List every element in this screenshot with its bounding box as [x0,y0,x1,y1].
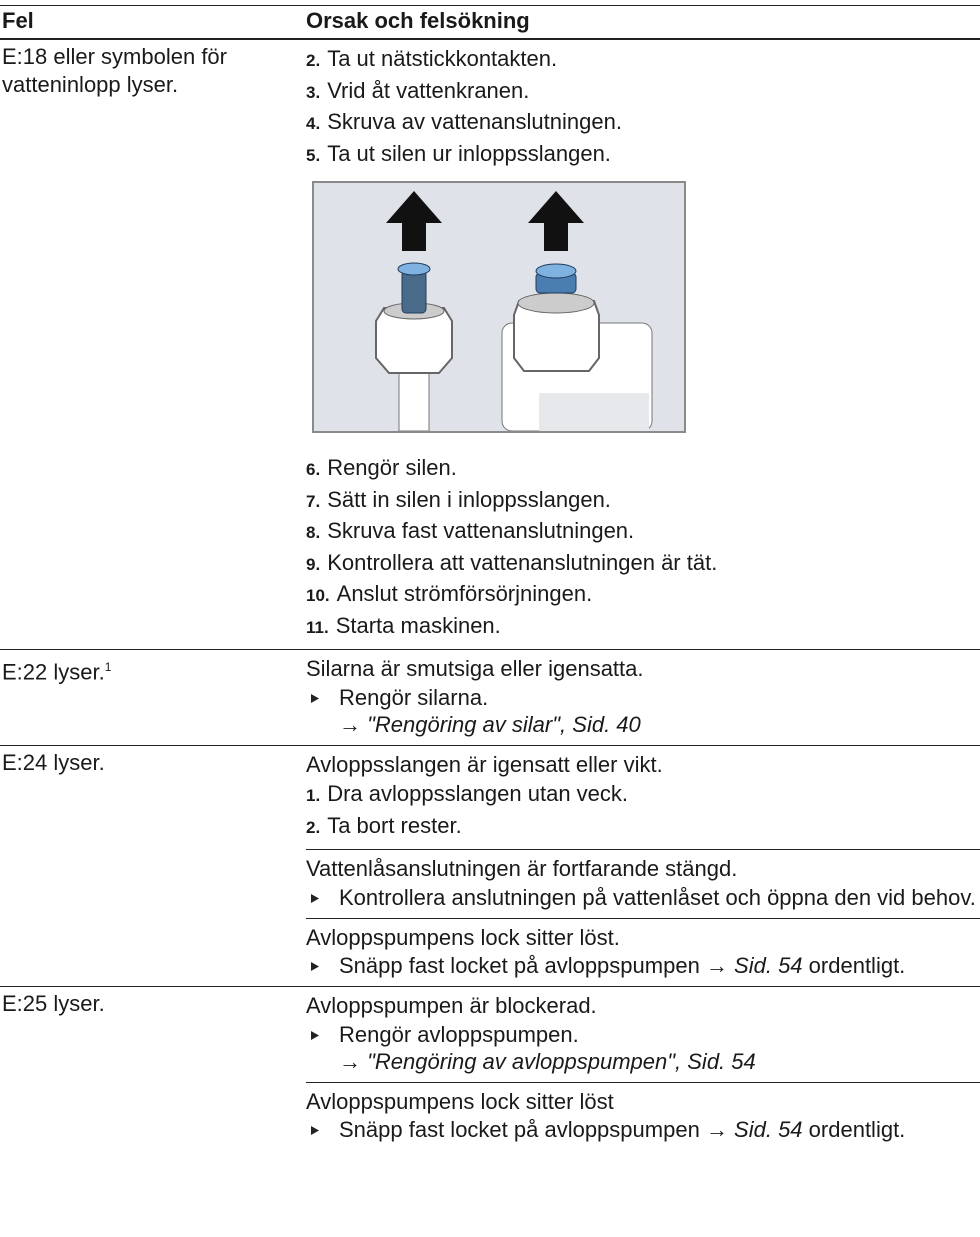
cause-cell: Silarna är smutsiga eller igensatta. Reng… [306,650,980,745]
step-number: 8. [306,523,321,542]
step-number: 2. [306,817,321,837]
table: Fel Orsak och felsökning E:18 eller symbol… [0,5,980,1150]
table-row: E:24 lyser. Avloppsslangen är igensatt el… [0,744,980,987]
step-number: 7. [306,491,321,511]
step: 2. Ta ut nätstickkontakten. [306,44,980,76]
step: 10. Anslut strömförsörjningen. [306,579,980,611]
cross-reference: → "Rengöring av silar", Sid. 40 [339,711,641,737]
table-row: E:25 lyser. Avloppspumpen är blockerad. Re… [0,986,980,1150]
step-text: Vrid åt vattenkranen. [327,77,530,103]
step-number: 1. [306,786,321,805]
cross-reference: → Sid. 54 [705,1117,803,1142]
cause: Avloppspumpens lock sitter löst. [306,924,620,950]
step-number: 9. [306,554,321,574]
cause: Avloppspumpens lock sitter löst [306,1088,614,1114]
step-text: Ta bort rester. [327,812,462,838]
cause-block: Avloppspumpen är blockerad. Rengör avlopp… [306,987,980,1082]
step: 7. Sätt in silen i inloppsslangen. [306,485,980,517]
action-text: Kontrollera anslutningen på vattenlåset … [339,884,976,910]
cause-block: 2. Ta ut nätstickkontakten. 3. Vrid åt vatt… [306,40,980,649]
step-number: 6. [306,460,321,479]
cause-cell: Avloppsslangen är igensatt eller vikt. 1.… [306,746,980,987]
action-text: Snäpp fast locket på avloppspumpen [339,953,700,978]
cause: Vattenlåsanslutningen är fortfarande stä… [306,856,738,881]
action-text: ordentligt. [808,1117,906,1142]
step-text: Starta maskinen. [335,612,501,638]
cross-reference: → "Rengöring av avloppspumpen", Sid. 54 [339,1048,756,1074]
strainer-illustration [312,181,686,433]
header-row: Fel Orsak och felsökning [0,5,980,40]
action: Kontrollera anslutningen på vattenlåset … [306,884,980,911]
footnote-mark: 1 [104,660,112,674]
cause: Avloppsslangen är igensatt eller vikt. [306,751,663,777]
cause-cell: Avloppspumpen är blockerad. Rengör avlopp… [306,987,980,1150]
step-number: 2. [306,51,321,70]
fault: E:24 lyser. [2,749,105,775]
step-text: Anslut strömförsörjningen. [336,581,593,606]
action: Snäpp fast locket på avloppspumpen → Sid… [306,1116,980,1143]
action-text: Rengör silarna. [339,684,489,710]
table-row: E:18 eller symbolen för vatteninlopp lys… [0,40,980,649]
cause-block: Vattenlåsanslutningen är fortfarande stä… [306,849,980,918]
cause-block: Avloppspumpens lock sitter löst Snäpp fas… [306,1081,980,1151]
step: 4. Skruva av vattenanslutningen. [306,107,980,139]
bullet [311,693,319,703]
step: 6. Rengör silen. [306,453,980,485]
fault-cell: E:22 lyser.1 [0,650,306,745]
step-text: Skruva fast vattenanslutningen. [327,518,635,543]
step-text: Skruva av vattenanslutningen. [327,109,622,134]
action: Rengör silarna. [306,684,980,711]
bullet [311,893,319,903]
cause-block: Avloppsslangen är igensatt eller vikt. 1.… [306,746,980,850]
step-number: 5. [306,145,321,165]
cause-block: Avloppspumpens lock sitter löst. Snäpp fa… [306,917,980,987]
step: 1. Dra avloppsslangen utan veck. [306,779,980,811]
step-text: Ta ut silen ur inloppsslangen. [327,140,611,166]
step: 8. Skruva fast vattenanslutningen. [306,516,980,548]
cause: Avloppspumpen är blockerad. [306,993,597,1018]
step-text: Sätt in silen i inloppsslangen. [327,486,611,512]
bullet [311,962,319,971]
header-cell: Fel [2,8,34,33]
fault-cell: E:18 eller symbolen för vatteninlopp lys… [0,40,306,649]
cause-block: Silarna är smutsiga eller igensatta. Reng… [306,650,980,745]
step: 5. Ta ut silen ur inloppsslangen. [306,139,980,171]
header-cell: Orsak och felsökning [306,8,530,33]
step: 11. Starta maskinen. [306,611,980,643]
bullet [311,1126,319,1135]
step-number: 11. [306,617,329,637]
step-text: Dra avloppsslangen utan veck. [327,781,629,806]
step-number: 10. [306,586,330,605]
action-text: ordentligt. [808,953,906,978]
step-text: Kontrollera att vattenanslutningen är tä… [327,549,718,575]
step-text: Rengör silen. [327,455,457,480]
cross-reference: → Sid. 54 [705,953,803,978]
action-text: Rengör avloppspumpen. [339,1021,579,1047]
step: 2. Ta bort rester. [306,811,980,843]
fault-cell: E:25 lyser. [0,987,306,1150]
step: 3. Vrid åt vattenkranen. [306,76,980,108]
step-number: 4. [306,114,321,133]
fault-cell: E:24 lyser. [0,746,306,987]
step-number: 3. [306,82,321,102]
fault: E:25 lyser. [2,991,105,1016]
fault: E:18 eller symbolen för vatteninlopp lys… [2,44,227,97]
cause: Silarna är smutsiga eller igensatta. [306,656,644,681]
step-text: Ta ut nätstickkontakten. [327,46,558,71]
step: 9. Kontrollera att vattenanslutningen är … [306,548,980,580]
action: Rengör avloppspumpen. [306,1021,980,1048]
action: Snäpp fast locket på avloppspumpen → Sid… [306,952,980,979]
cause-cell: 2. Ta ut nätstickkontakten. 3. Vrid åt vatt… [306,40,980,649]
action-text: Snäpp fast locket på avloppspumpen [339,1117,700,1142]
fault: E:22 lyser. [2,659,105,685]
table-row: E:22 lyser.1 Silarna är smutsiga eller ig… [0,649,980,745]
bullet [311,1030,319,1040]
